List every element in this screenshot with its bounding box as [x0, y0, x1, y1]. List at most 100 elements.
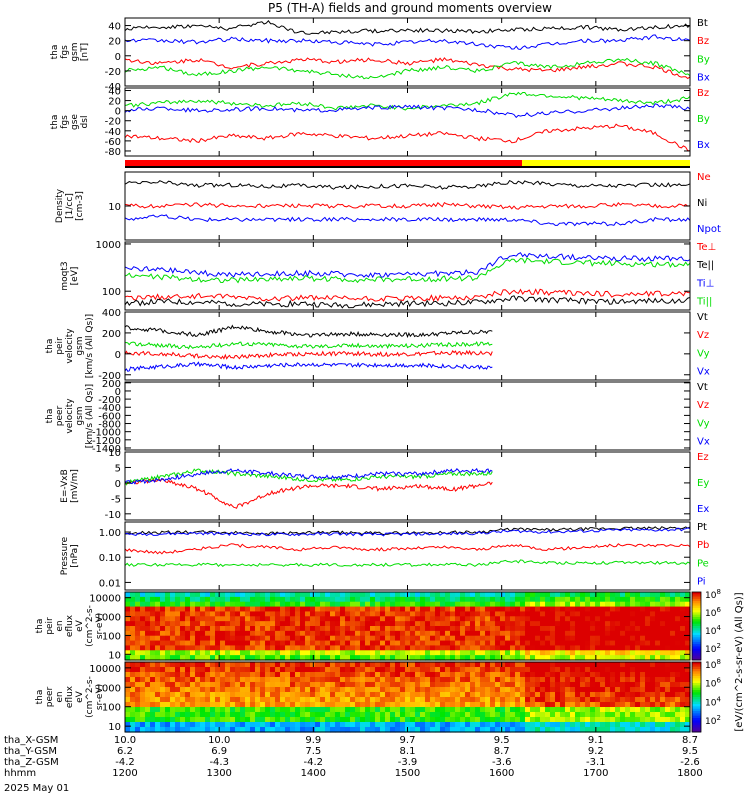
heatmap-cell	[135, 645, 141, 651]
heatmap-cell	[485, 606, 491, 613]
heatmap-cell	[525, 630, 531, 637]
heatmap-cell	[300, 677, 306, 683]
heatmap-cell	[415, 635, 421, 642]
heatmap-cell	[520, 606, 526, 613]
heatmap-cell	[605, 616, 611, 622]
heatmap-cell	[625, 662, 631, 668]
heatmap-cell	[385, 667, 391, 673]
heatmap-cell	[220, 692, 226, 698]
heatmap-cell	[330, 707, 336, 713]
heatmap-cell	[210, 697, 216, 703]
heatmap-cell	[675, 687, 681, 693]
heatmap-cell	[460, 611, 466, 617]
colorbar-tick-label: 106	[705, 677, 721, 690]
heatmap-cell	[330, 596, 336, 603]
heatmap-cell	[545, 611, 551, 617]
heatmap-cell	[505, 677, 511, 683]
heatmap-cell	[335, 697, 341, 703]
heatmap-cell	[215, 601, 221, 608]
heatmap-cell	[660, 635, 666, 642]
heatmap-cell	[185, 707, 191, 713]
heatmap-cell	[205, 667, 211, 673]
heatmap-cell	[380, 672, 386, 678]
heatmap-cell	[125, 717, 131, 723]
heatmap-cell	[685, 621, 691, 627]
heatmap-cell	[295, 645, 301, 651]
heatmap-cell	[370, 592, 376, 598]
heatmap-cell	[615, 702, 621, 708]
heatmap-cell	[570, 655, 576, 661]
heatmap-cell	[275, 717, 281, 723]
heatmap-cell	[185, 702, 191, 708]
heatmap-cell	[530, 635, 536, 642]
heatmap-cell	[305, 717, 311, 723]
heatmap-cell	[160, 645, 166, 651]
heatmap-cell	[385, 640, 391, 647]
heatmap-cell	[125, 712, 131, 718]
heatmap-cell	[545, 645, 551, 651]
heatmap-cell	[290, 596, 296, 603]
heatmap-cell	[175, 616, 181, 622]
heatmap-cell	[430, 626, 436, 632]
heatmap-cell	[535, 635, 541, 642]
heatmap-cell	[465, 722, 471, 728]
heatmap-cell	[365, 611, 371, 617]
heatmap-cell	[555, 626, 561, 632]
heatmap-cell	[460, 645, 466, 651]
heatmap-cell	[435, 650, 441, 656]
heatmap-cell	[625, 635, 631, 642]
heatmap-cell	[360, 626, 366, 632]
heatmap-cell	[670, 616, 676, 622]
heatmap-cell	[160, 601, 166, 608]
y-tick-label: 10	[108, 722, 121, 733]
heatmap-cell	[625, 692, 631, 698]
heatmap-cell	[665, 682, 671, 688]
heatmap-cell	[620, 616, 626, 622]
heatmap-cell	[125, 606, 131, 613]
heatmap-cell	[400, 592, 406, 598]
heatmap-cell	[410, 606, 416, 613]
heatmap-cell	[275, 667, 281, 673]
heatmap-cell	[390, 592, 396, 598]
heatmap-cell	[265, 682, 271, 688]
colorbar-step	[692, 701, 701, 705]
heatmap-cell	[225, 655, 231, 661]
heatmap-cell	[285, 692, 291, 698]
heatmap-cell	[590, 611, 596, 617]
heatmap-cell	[555, 611, 561, 617]
heatmap-cell	[615, 667, 621, 673]
heatmap-cell	[530, 702, 536, 708]
heatmap-cell	[600, 662, 606, 668]
heatmap-cell	[650, 717, 656, 723]
heatmap-cell	[640, 616, 646, 622]
heatmap-cell	[170, 621, 176, 627]
heatmap-cell	[280, 655, 286, 661]
heatmap-cell	[545, 650, 551, 656]
heatmap-cell	[490, 601, 496, 608]
heatmap-cell	[355, 626, 361, 632]
heatmap-cell	[330, 640, 336, 647]
heatmap-cell	[450, 626, 456, 632]
heatmap-cell	[265, 727, 271, 733]
heatmap-cell	[135, 635, 141, 642]
heatmap-cell	[435, 626, 441, 632]
heatmap-cell	[500, 692, 506, 698]
heatmap-cell	[600, 697, 606, 703]
heatmap-cell	[270, 682, 276, 688]
heatmap-cell	[410, 672, 416, 678]
heatmap-cell	[625, 687, 631, 693]
colorbar-step	[692, 592, 701, 595]
heatmap-cell	[235, 630, 241, 637]
heatmap-cell	[460, 626, 466, 632]
heatmap-cell	[505, 712, 511, 718]
time-axis-value: 9.9	[305, 735, 321, 746]
heatmap-cell	[350, 727, 356, 733]
heatmap-cell	[570, 635, 576, 642]
heatmap-cell	[280, 606, 286, 613]
heatmap-cell	[570, 626, 576, 632]
heatmap-cell	[340, 692, 346, 698]
heatmap-cell	[355, 697, 361, 703]
heatmap-cell	[685, 682, 691, 688]
heatmap-cell	[620, 662, 626, 668]
